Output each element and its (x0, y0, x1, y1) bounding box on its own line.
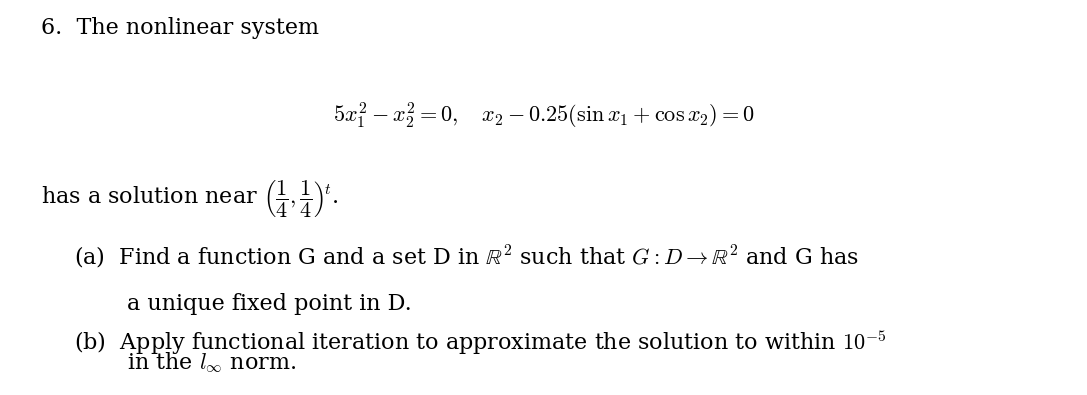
Text: in the $l_{\infty}$ norm.: in the $l_{\infty}$ norm. (127, 350, 297, 375)
Text: a unique fixed point in D.: a unique fixed point in D. (127, 293, 412, 315)
Text: has a solution near $\left(\dfrac{1}{4}, \dfrac{1}{4}\right)^{\!t}$.: has a solution near $\left(\dfrac{1}{4},… (41, 178, 338, 219)
Text: 6.  The nonlinear system: 6. The nonlinear system (41, 17, 320, 39)
Text: $5x_1^2 - x_2^2 = 0, \quad x_2 - 0.25(\sin x_1 + \cos x_2) = 0$: $5x_1^2 - x_2^2 = 0, \quad x_2 - 0.25(\s… (333, 101, 754, 131)
Text: (b)  Apply functional iteration to approximate the solution to within $10^{-5}$: (b) Apply functional iteration to approx… (74, 328, 886, 357)
Text: (a)  Find a function G and a set D in $\mathbb{R}^2$ such that $G : D \to \mathb: (a) Find a function G and a set D in $\m… (74, 244, 859, 271)
